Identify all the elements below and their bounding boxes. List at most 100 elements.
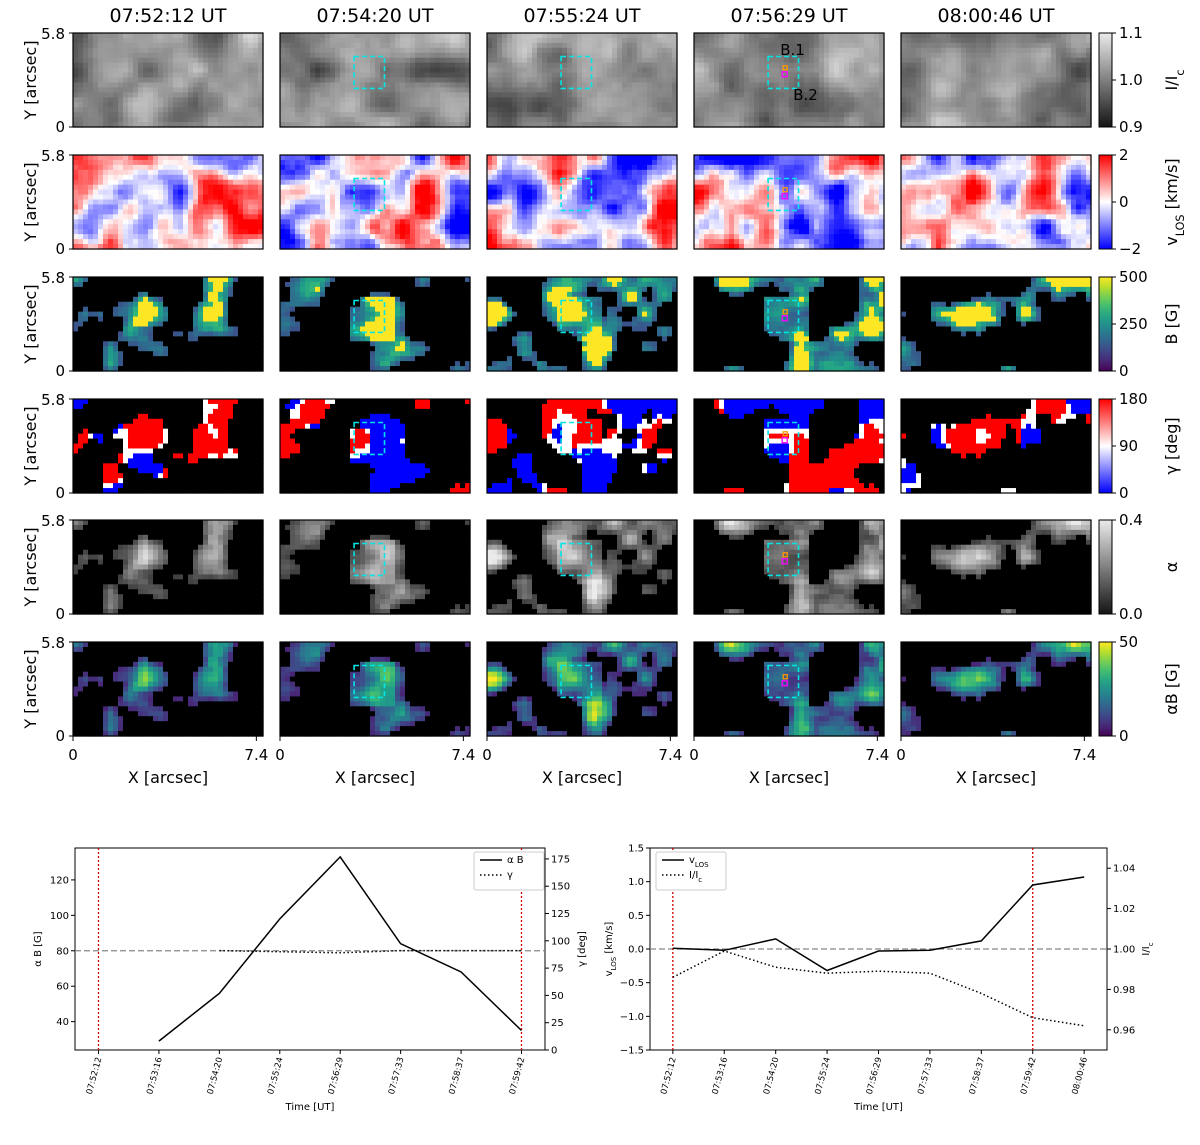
colorbar-tick-label: 0	[1119, 727, 1129, 745]
y2-tick-label: 0	[551, 1046, 557, 1057]
colorbar-tick-label: 1.0	[1119, 71, 1143, 89]
y-tick-label: 5.8	[41, 391, 65, 409]
y-axis-label: α B [G]	[33, 931, 44, 966]
x-tick-label: 0	[275, 746, 285, 764]
y2-tick-label: 100	[551, 936, 570, 947]
map-panel-inclination	[694, 399, 885, 494]
colorbar-label: vLOS [km/s]	[1162, 158, 1187, 245]
column-title: 08:00:46 UT	[938, 5, 1055, 27]
y2-tick-label: 175	[551, 854, 570, 865]
colorbar-label: I/Ic	[1162, 70, 1187, 91]
column-title: 07:54:20 UT	[317, 5, 434, 27]
map-panel-intensity	[280, 33, 471, 128]
series-line	[673, 951, 1084, 1026]
x-tick-label: 07:59:42	[508, 1056, 528, 1095]
map-panel-magnetic-flux-density	[901, 642, 1092, 737]
y-tick-label: 80	[56, 946, 69, 957]
map-panel-vlos	[73, 155, 264, 250]
x-axis-label: X [arcsec]	[128, 768, 208, 787]
x-tick-label: 7.4	[244, 746, 268, 764]
y2-axis-label: I/Ic	[1141, 942, 1155, 955]
map-panel-magnetic-flux-density	[280, 642, 471, 737]
y-tick-label: −1.5	[620, 1046, 644, 1057]
x-axis-label: X [arcsec]	[542, 768, 622, 787]
x-axis-label: X [arcsec]	[335, 768, 415, 787]
x-tick-label: 0	[482, 746, 492, 764]
y2-tick-label: 1.00	[1113, 945, 1135, 956]
y-tick-label: 0	[55, 240, 65, 258]
x-tick-label: 07:52:12	[85, 1056, 105, 1095]
legend-label: α B	[507, 855, 524, 866]
y-tick-label: 0	[55, 118, 65, 136]
y-tick-label: 0.5	[628, 911, 644, 922]
x-tick-label: 0	[689, 746, 699, 764]
colorbar-tick-label: 250	[1119, 315, 1148, 333]
y-tick-label: 40	[56, 1017, 69, 1028]
map-panel-vlos	[694, 155, 885, 250]
y-tick-label: 5.8	[41, 25, 65, 43]
y-tick-label: 120	[50, 875, 69, 886]
map-panel-vlos	[901, 155, 1092, 250]
colorbar-tick-label: −2	[1119, 240, 1141, 258]
x-tick-label: 07:52:12	[659, 1056, 679, 1095]
y2-tick-label: 75	[551, 964, 564, 975]
map-panel-filling-factor	[280, 520, 471, 615]
y-axis-label: Y [arcsec]	[21, 406, 40, 486]
y-axis-label: Y [arcsec]	[21, 527, 40, 607]
vlos-intensity-chart: −1.5−1.0−0.50.00.51.01.50.960.981.001.02…	[600, 830, 1200, 1145]
colorbar-tick-label: 1.1	[1119, 24, 1143, 42]
x-tick-label: 07:54:20	[206, 1056, 226, 1095]
y-tick-label: 1.5	[628, 844, 644, 855]
x-axis-label: Time [UT]	[853, 1102, 903, 1113]
map-panel-inclination	[280, 399, 471, 494]
y-tick-label: 0	[55, 484, 65, 502]
colorbar-label: αB [G]	[1162, 663, 1181, 715]
map-panel-filling-factor	[73, 520, 264, 615]
y-tick-label: 0.0	[628, 945, 644, 956]
colorbar-tick-label: 90	[1119, 437, 1138, 455]
map-panel-magnetic-flux-density	[73, 642, 264, 737]
map-panel-intensity	[73, 33, 264, 128]
x-tick-label: 07:53:16	[145, 1056, 165, 1095]
y-tick-label: 5.8	[41, 147, 65, 165]
map-panel-vlos	[280, 155, 471, 250]
colorbar-tick-label: 180	[1119, 390, 1148, 408]
x-axis-label: Time [UT]	[285, 1102, 335, 1113]
y2-tick-label: 50	[551, 991, 564, 1002]
colorbar-tick-label: 0	[1119, 362, 1129, 380]
column-title: 07:55:24 UT	[524, 5, 641, 27]
map-panel-filling-factor	[694, 520, 885, 615]
legend-label: γ	[507, 870, 513, 881]
x-tick-label: 08:00:46	[1071, 1056, 1091, 1095]
colorbar-tick-label: 0	[1119, 193, 1129, 211]
series-line	[673, 877, 1084, 971]
map-panel-field-strength	[73, 277, 264, 372]
column-title: 07:56:29 UT	[731, 5, 848, 27]
colorbar-magnetic-flux-density	[1099, 642, 1112, 736]
y-tick-label: 5.8	[41, 512, 65, 530]
series-line	[219, 951, 521, 953]
x-tick-label: 7.4	[1072, 746, 1096, 764]
y-tick-label: −1.0	[620, 1012, 644, 1023]
colorbar-field-strength	[1099, 277, 1112, 371]
y-axis-label: vLOS [km/s]	[604, 922, 618, 977]
map-panel-field-strength	[280, 277, 471, 372]
map-panel-filling-factor	[487, 520, 678, 615]
map-panel-filling-factor	[901, 520, 1092, 615]
map-grid-figure: 07:52:12 UT 07:54:20 UT 07:55:24 UT 07:56:2…	[0, 0, 1200, 820]
y-tick-label: 0	[55, 362, 65, 380]
y-tick-label: −0.5	[620, 978, 644, 989]
x-tick-label: 07:55:24	[266, 1056, 286, 1095]
y2-tick-label: 0.96	[1113, 1025, 1135, 1036]
map-panel-field-strength	[487, 277, 678, 372]
x-tick-label: 7.4	[865, 746, 889, 764]
colorbar-tick-label: 0.9	[1119, 118, 1143, 136]
x-tick-label: 0	[68, 746, 78, 764]
x-tick-label: 07:56:29	[865, 1056, 885, 1095]
x-tick-label: 07:56:29	[327, 1056, 347, 1095]
map-panel-field-strength	[901, 277, 1092, 372]
colorbar-intensity	[1099, 33, 1112, 127]
x-tick-label: 07:55:24	[813, 1056, 833, 1095]
y-tick-label: 60	[56, 982, 69, 993]
x-tick-label: 07:57:33	[916, 1056, 936, 1095]
